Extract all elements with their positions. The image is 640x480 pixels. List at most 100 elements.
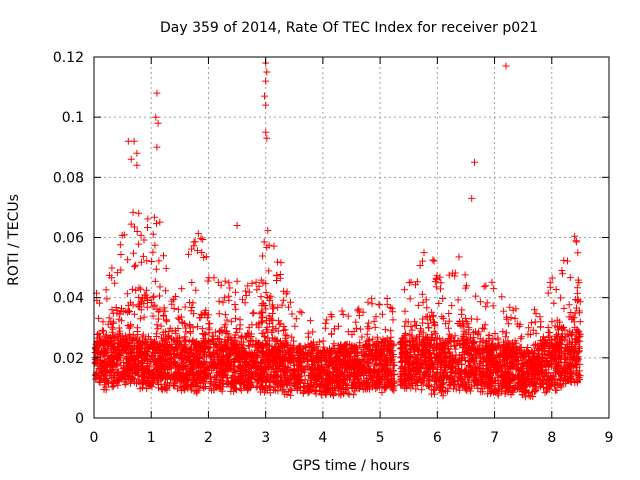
data-point — [202, 383, 209, 390]
data-point — [428, 390, 436, 398]
data-point — [137, 285, 145, 293]
data-point — [557, 352, 565, 360]
data-point — [527, 319, 535, 327]
data-point — [400, 286, 408, 294]
data-point — [550, 299, 558, 307]
data-point — [168, 297, 176, 305]
data-point — [352, 318, 360, 326]
data-point — [564, 257, 571, 265]
data-point — [194, 247, 201, 255]
data-point — [292, 315, 300, 323]
data-point — [232, 325, 240, 332]
data-point — [541, 389, 549, 397]
data-point — [490, 285, 498, 293]
data-point — [153, 333, 161, 340]
data-point — [129, 208, 137, 216]
data-point — [281, 326, 289, 334]
data-point — [371, 323, 379, 331]
data-point — [553, 331, 561, 339]
data-point — [149, 230, 157, 238]
data-point — [424, 319, 432, 327]
data-point — [502, 329, 510, 337]
data-point — [199, 236, 207, 243]
data-point — [226, 284, 234, 292]
data-point — [162, 287, 170, 295]
data-point — [220, 294, 228, 302]
data-point — [387, 327, 395, 335]
data-point — [408, 326, 416, 334]
data-point — [406, 295, 414, 303]
data-point — [262, 288, 270, 296]
data-point — [401, 322, 409, 330]
data-point — [290, 337, 298, 345]
data-point — [365, 325, 373, 333]
data-point — [417, 377, 425, 385]
data-point — [477, 388, 485, 396]
data-point — [559, 270, 566, 278]
data-point — [565, 301, 573, 309]
data-point — [111, 279, 119, 287]
data-point — [438, 313, 446, 321]
data-point — [567, 309, 575, 316]
data-point — [482, 303, 490, 311]
data-point — [476, 335, 484, 343]
data-point — [451, 345, 459, 353]
data-point — [532, 310, 540, 318]
data-point — [422, 296, 430, 304]
data-point — [258, 318, 266, 326]
data-point — [236, 321, 244, 329]
data-point — [116, 357, 124, 365]
data-point — [494, 334, 502, 342]
data-point — [423, 304, 431, 312]
data-point — [372, 313, 380, 321]
data-point — [531, 306, 538, 314]
data-point — [151, 277, 159, 285]
data-point — [357, 325, 365, 333]
data-point — [574, 249, 582, 257]
data-point — [278, 301, 286, 309]
data-point — [102, 286, 110, 294]
data-point — [144, 224, 151, 231]
data-point — [253, 286, 261, 294]
data-point — [375, 300, 383, 308]
data-point — [131, 263, 138, 271]
data-point — [197, 310, 205, 318]
data-point — [188, 279, 196, 286]
data-point — [575, 307, 583, 315]
data-point — [225, 279, 233, 287]
data-point — [231, 301, 239, 308]
data-point — [115, 324, 123, 332]
data-point — [255, 282, 263, 290]
data-point — [330, 340, 338, 348]
data-point — [185, 337, 193, 345]
data-point — [476, 298, 484, 306]
data-point — [156, 292, 163, 300]
data-point — [413, 278, 421, 286]
data-point — [233, 277, 241, 285]
data-point — [186, 299, 194, 306]
data-point — [517, 335, 525, 343]
data-point — [401, 307, 409, 315]
data-point — [379, 310, 386, 318]
data-point — [133, 328, 141, 335]
data-point — [215, 310, 223, 318]
data-point — [544, 289, 552, 297]
data-point — [190, 238, 198, 246]
data-point — [266, 297, 274, 305]
data-point — [245, 343, 253, 351]
data-point — [531, 318, 539, 326]
data-point — [270, 242, 278, 250]
data-point — [451, 269, 459, 277]
data-point — [194, 323, 201, 331]
data-point — [442, 320, 450, 328]
data-point — [489, 302, 497, 310]
data-point — [576, 318, 584, 326]
data-point — [269, 310, 277, 317]
data-point — [378, 388, 386, 396]
data-point — [215, 297, 223, 305]
data-point — [128, 285, 136, 293]
data-point — [103, 295, 111, 303]
data-point — [387, 333, 395, 341]
data-point — [335, 322, 342, 330]
